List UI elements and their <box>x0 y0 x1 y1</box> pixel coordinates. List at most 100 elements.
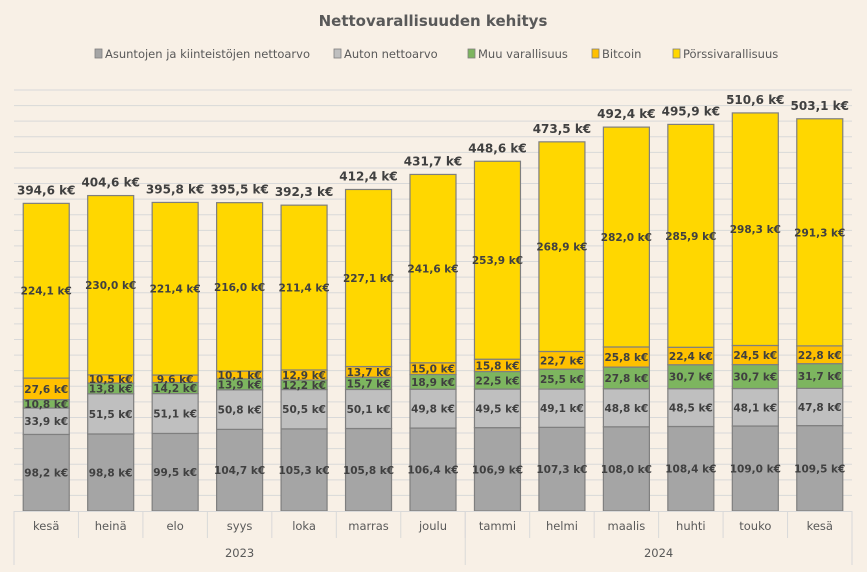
bar-segment <box>280 388 328 430</box>
segment-label: 108,0 k€ <box>601 464 652 476</box>
bar-segment <box>667 123 715 348</box>
bar-segment <box>280 204 328 371</box>
segment-label: 15,0 k€ <box>411 364 455 376</box>
total-label: 448,6 k€ <box>468 141 526 155</box>
bar-segment <box>22 202 70 379</box>
segment-label: 49,1 k€ <box>540 403 584 415</box>
bar-segment <box>473 160 522 360</box>
segment-label: 51,1 k€ <box>153 409 197 421</box>
total-label: 392,3 k€ <box>275 185 333 199</box>
bar-segment <box>409 173 457 364</box>
segment-label: 107,3 k€ <box>536 464 587 476</box>
segment-label: 98,8 k€ <box>89 467 133 479</box>
segment-label: 25,8 k€ <box>604 352 648 364</box>
segment-label: 12,2 k€ <box>282 380 326 392</box>
bars <box>22 112 844 512</box>
segment-label: 15,7 k€ <box>347 378 391 390</box>
bar-segment <box>796 118 844 347</box>
legend-swatch <box>333 48 342 59</box>
x-tick-label: huhti <box>676 519 706 533</box>
chart-title: Nettovarallisuuden kehitys <box>319 12 548 30</box>
segment-label: 9,6 k€ <box>157 374 194 386</box>
total-label: 394,6 k€ <box>17 183 75 197</box>
total-label: 503,1 k€ <box>791 99 849 113</box>
x-tick-label: kesä <box>33 519 59 533</box>
segment-label: 48,8 k€ <box>604 403 648 415</box>
segment-label: 22,7 k€ <box>540 355 584 367</box>
bar-segment <box>216 202 264 372</box>
bar-segment <box>538 388 586 428</box>
legend-swatch <box>94 48 103 59</box>
segment-label: 10,1 k€ <box>218 370 262 382</box>
total-label: 395,5 k€ <box>210 183 268 197</box>
bar-segment <box>344 388 393 430</box>
legend-label: Pörssivarallisuus <box>683 47 778 61</box>
segment-label: 18,9 k€ <box>411 377 455 389</box>
x-tick-label: syys <box>227 519 253 533</box>
bar-segment <box>22 407 70 436</box>
bar-segment <box>667 425 715 512</box>
bar-segment <box>731 112 779 347</box>
legend-swatch <box>591 48 600 59</box>
segment-label: 22,5 k€ <box>476 375 520 387</box>
segment-label: 211,4 k€ <box>278 283 329 295</box>
bar-segment <box>409 388 457 429</box>
segment-label: 22,4 k€ <box>669 351 713 363</box>
segment-label: 221,4 k€ <box>150 284 201 296</box>
legend-label: Muu varallisuus <box>478 47 568 61</box>
segment-label: 268,9 k€ <box>536 242 587 254</box>
bar-segment <box>280 428 328 512</box>
bar-segment <box>796 425 844 512</box>
segment-label: 298,3 k€ <box>730 224 781 236</box>
x-tick-label: marras <box>348 519 389 533</box>
x-tick-label: joulu <box>418 519 447 533</box>
bar-segment <box>731 387 779 427</box>
segment-label: 253,9 k€ <box>472 255 523 267</box>
x-tick-label: heinä <box>95 519 127 533</box>
bar-segment <box>602 388 650 428</box>
bar-segment <box>87 433 135 512</box>
bar-segment <box>796 363 844 389</box>
segment-label: 27,8 k€ <box>604 373 648 385</box>
segment-label: 105,8 k€ <box>343 465 394 477</box>
segment-label: 48,5 k€ <box>669 403 713 415</box>
segment-label: 15,8 k€ <box>476 360 520 372</box>
segment-label: 285,9 k€ <box>665 231 716 243</box>
segment-label: 49,5 k€ <box>476 403 520 415</box>
segment-label: 10,5 k€ <box>89 374 133 386</box>
segment-label: 48,1 k€ <box>733 402 777 414</box>
bar-segment <box>216 389 264 430</box>
segment-label: 230,0 k€ <box>85 280 136 292</box>
total-label: 395,8 k€ <box>146 182 204 196</box>
total-labels: 394,6 k€ 404,6 k€ 395,8 k€ 395,5 k€ 392,3 k€… <box>17 93 849 199</box>
segment-label: 49,8 k€ <box>411 404 455 416</box>
x-tick-label: elo <box>166 519 183 533</box>
x-tick-label: tammi <box>479 519 516 533</box>
legend-swatch <box>672 48 681 59</box>
total-label: 492,4 k€ <box>597 107 655 121</box>
segment-label: 51,5 k€ <box>89 409 133 421</box>
legend: Asuntojen ja kiinteistöjen nettoarvo Auto… <box>94 47 778 61</box>
total-label: 495,9 k€ <box>662 104 720 118</box>
segment-label: 12,9 k€ <box>282 370 326 382</box>
segment-label: 106,9 k€ <box>472 464 523 476</box>
segment-label: 104,7 k€ <box>214 465 265 477</box>
bar-segment <box>344 188 393 368</box>
bar-segment <box>538 141 586 353</box>
bar-segment <box>151 201 199 376</box>
segment-label: 13,7 k€ <box>347 367 391 379</box>
segment-label: 27,6 k€ <box>24 384 68 396</box>
bar-segment <box>216 428 264 512</box>
year-label: 2024 <box>644 546 673 560</box>
bar-segment <box>151 392 199 435</box>
total-label: 473,5 k€ <box>533 122 591 136</box>
total-label: 510,6 k€ <box>726 93 784 107</box>
segment-label: 33,9 k€ <box>24 416 68 428</box>
segment-label: 14,2 k€ <box>153 383 197 395</box>
bar-segment <box>602 126 650 348</box>
legend-label: Asuntojen ja kiinteistöjen nettoarvo <box>105 47 310 61</box>
x-tick-label: kesä <box>807 519 833 533</box>
segment-label: 31,7 k€ <box>798 371 842 383</box>
segment-label: 22,8 k€ <box>798 350 842 362</box>
